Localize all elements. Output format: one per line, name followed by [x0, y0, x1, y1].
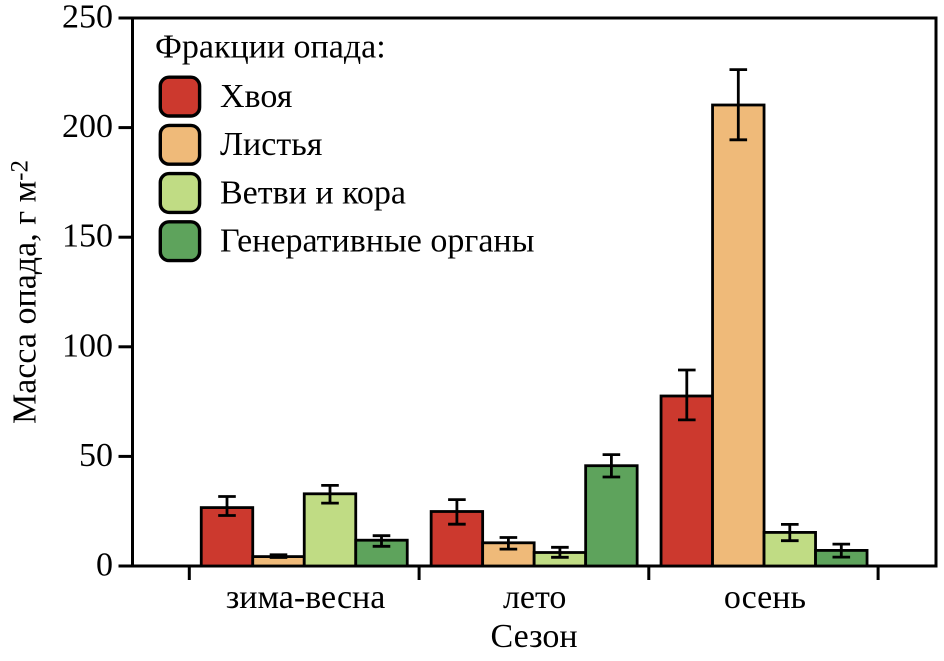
svg-text:Фракции опада:: Фракции опада: — [155, 29, 386, 66]
svg-text:осень: осень — [724, 579, 806, 616]
svg-text:100: 100 — [62, 327, 113, 364]
svg-text:Масса опада, г м-2: Масса опада, г м-2 — [7, 160, 44, 424]
svg-text:Хвоя: Хвоя — [220, 78, 293, 115]
svg-text:150: 150 — [62, 218, 113, 255]
svg-text:50: 50 — [79, 437, 113, 474]
svg-text:0: 0 — [96, 547, 113, 584]
svg-text:200: 200 — [62, 108, 113, 145]
svg-text:лето: лето — [503, 579, 566, 616]
svg-text:Ветви и кора: Ветви и кора — [220, 174, 406, 211]
svg-text:250: 250 — [62, 0, 113, 36]
svg-text:Сезон: Сезон — [490, 618, 577, 655]
svg-text:Генеративные органы: Генеративные органы — [220, 223, 535, 260]
svg-text:Листья: Листья — [220, 126, 323, 163]
svg-text:зима-весна: зима-весна — [226, 579, 386, 616]
